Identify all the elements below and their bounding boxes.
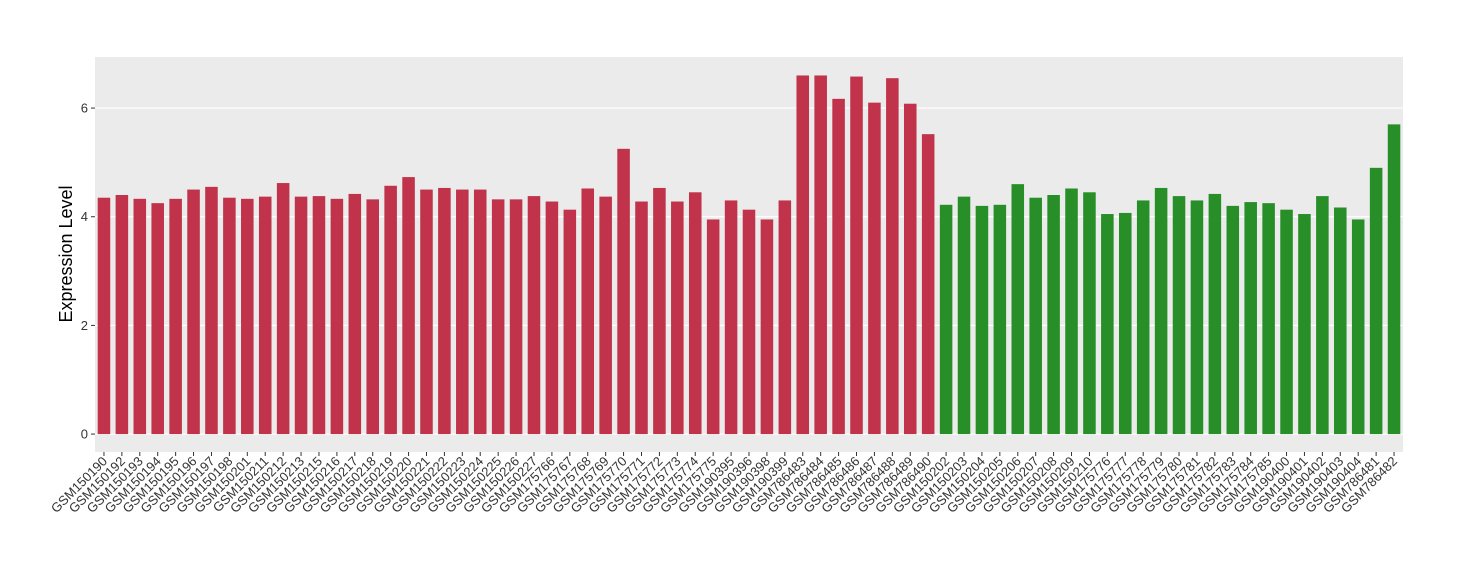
bar (456, 189, 469, 435)
bar (993, 204, 1007, 435)
bar (97, 197, 111, 435)
bar (509, 199, 523, 435)
bar (671, 201, 684, 435)
bar (330, 198, 344, 435)
bar (1298, 214, 1311, 435)
y-tick-label: 0 (81, 427, 88, 442)
bar (384, 185, 397, 435)
bar (868, 102, 881, 435)
bar (205, 186, 218, 435)
bar (581, 188, 595, 435)
bar (653, 187, 666, 435)
bar (545, 201, 559, 435)
bar (1369, 167, 1383, 435)
y-tick-label: 4 (81, 209, 88, 224)
bar (133, 198, 147, 435)
bar (617, 148, 630, 435)
bar (832, 98, 845, 435)
bar (348, 193, 362, 435)
bar (796, 75, 810, 435)
bar (742, 209, 756, 435)
bar (921, 134, 935, 435)
bar (1316, 196, 1329, 435)
bar (151, 203, 164, 435)
bar (688, 192, 702, 435)
bar (1154, 187, 1168, 435)
bar (169, 198, 182, 435)
bar (1280, 209, 1293, 435)
bar (1136, 200, 1150, 435)
bar (276, 183, 290, 435)
bar (1172, 196, 1186, 435)
bar (1047, 195, 1060, 435)
bar (706, 219, 720, 435)
bar (814, 75, 827, 435)
bar (1029, 197, 1042, 435)
bar (438, 187, 451, 435)
bar (366, 199, 379, 435)
bar (939, 204, 953, 435)
bar (1083, 192, 1096, 435)
bar (1244, 202, 1257, 435)
bar (1226, 205, 1240, 435)
bar (1208, 193, 1222, 435)
bar (294, 196, 308, 435)
bar (1119, 212, 1132, 435)
bar (491, 199, 505, 435)
bar (563, 209, 577, 435)
bar (903, 103, 917, 435)
bar (1262, 203, 1275, 435)
bar (1351, 219, 1365, 435)
bar (599, 196, 612, 435)
bar (635, 201, 648, 435)
bar (527, 196, 541, 435)
y-tick-label: 6 (81, 101, 88, 116)
bar (1387, 124, 1401, 435)
bar (850, 76, 863, 435)
bar (223, 197, 236, 435)
y-axis-title: Expression Level (56, 185, 76, 322)
bar (241, 198, 254, 435)
bar (1065, 188, 1078, 435)
bar (420, 189, 433, 435)
bar (258, 196, 272, 435)
bar (1101, 214, 1114, 435)
bar (1334, 207, 1347, 435)
bar (1190, 200, 1204, 435)
bar (402, 177, 415, 435)
bar (312, 196, 326, 435)
bar (957, 196, 971, 435)
bar (975, 205, 989, 435)
bar (1011, 184, 1025, 435)
bar (115, 195, 129, 435)
bar (187, 189, 200, 435)
bar (760, 219, 774, 435)
bar (886, 78, 899, 435)
bar (724, 200, 738, 435)
bar (778, 200, 792, 435)
bar (473, 189, 487, 435)
y-tick-label: 2 (81, 318, 88, 333)
